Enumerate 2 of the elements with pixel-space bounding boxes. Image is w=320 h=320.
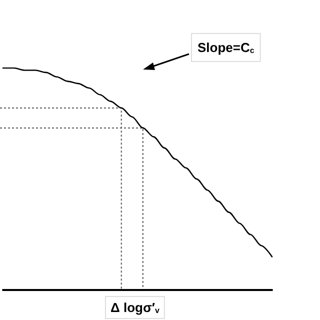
text: Δ logσ′v <box>110 300 160 315</box>
text: Slope=Cc <box>198 40 255 55</box>
